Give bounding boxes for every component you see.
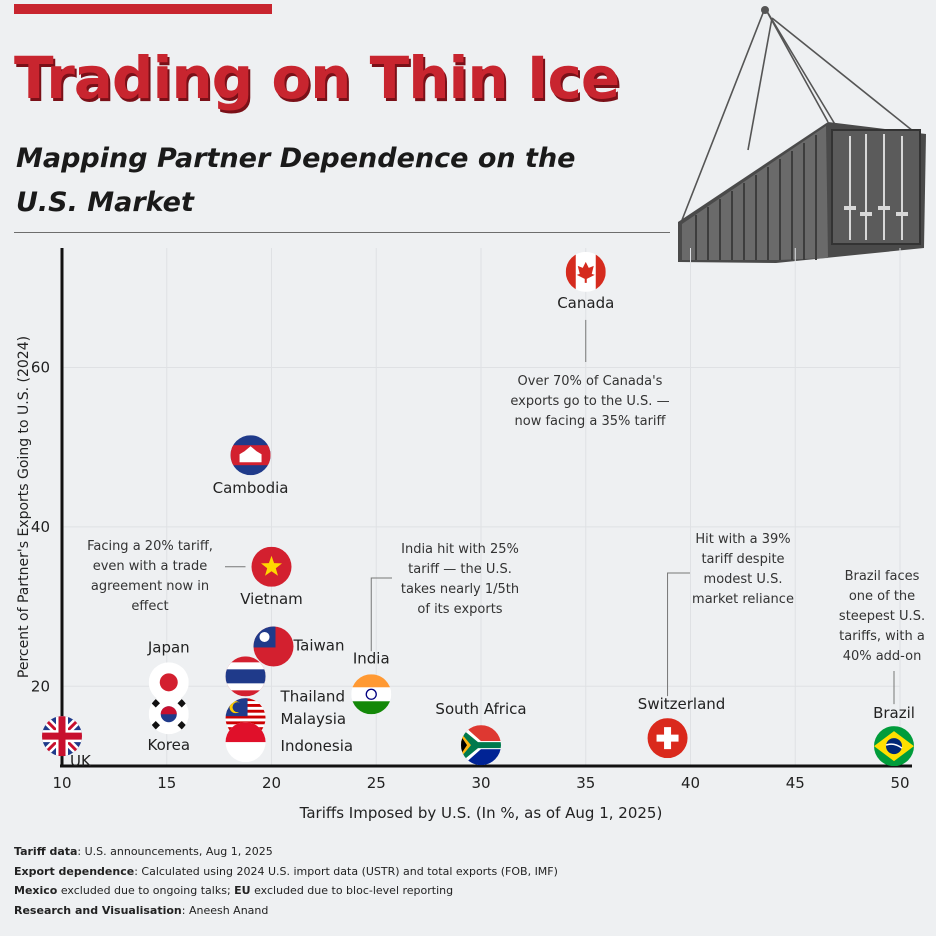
footer-credit: Research and Visualisation: Aneesh Anand	[14, 903, 269, 917]
annotation-text: agreement now in	[91, 579, 209, 594]
point-label: Thailand	[280, 687, 345, 705]
footer-export-note: Export dependence: Calculated using 2024…	[14, 864, 558, 878]
point-label: Vietnam	[240, 590, 303, 608]
thailand-flag-icon	[225, 656, 266, 697]
vietnam-flag-icon	[251, 546, 292, 587]
x-tick-label: 45	[786, 774, 805, 792]
scatter-chart: 10 15 20 25 30 35 40 45 50 20 40 60 Tariffs Imposed …	[16, 248, 925, 822]
x-tick-label: 50	[890, 774, 909, 792]
page-subtitle: Mapping Partner Dependence on the U.S. M…	[16, 137, 616, 225]
x-tick-label: 25	[367, 774, 386, 792]
x-tick-label: 40	[681, 774, 700, 792]
point-label: Taiwan	[293, 636, 345, 654]
annotation-text: modest U.S.	[704, 572, 783, 587]
x-tick-label: 35	[576, 774, 595, 792]
annotation-text: Facing a 20% tariff,	[87, 539, 213, 554]
uk-flag-icon	[42, 716, 82, 757]
footer-exclusion-note: Mexico excluded due to ongoing talks; EU…	[14, 884, 454, 897]
annotation-text: India hit with 25%	[401, 542, 519, 557]
annotation-text: tariff — the U.S.	[408, 562, 512, 577]
title-divider	[14, 232, 670, 233]
point-label: Malaysia	[281, 710, 347, 728]
x-tick-label: 15	[157, 774, 176, 792]
annotation-text: effect	[131, 599, 168, 614]
canada-flag-icon	[565, 251, 606, 292]
annotation-text: tariffs, with a	[839, 629, 925, 644]
annotation-text: Over 70% of Canada's	[518, 374, 663, 389]
y-tick-label: 20	[31, 677, 50, 695]
cambodia-flag-icon	[230, 435, 271, 476]
point-label: Canada	[557, 294, 614, 312]
point-label: Cambodia	[213, 479, 289, 497]
point-label: Indonesia	[281, 737, 354, 755]
annotation-text: even with a trade	[93, 559, 208, 574]
x-tick-label: 30	[471, 774, 490, 792]
annotation-text: now facing a 35% tariff	[515, 414, 667, 429]
annotation-text: of its exports	[417, 602, 502, 617]
annotation-text: one of the	[849, 589, 915, 604]
footer-tariff-note: Tariff data: U.S. announcements, Aug 1, …	[14, 845, 273, 858]
x-tick-label: 10	[52, 774, 71, 792]
y-tick-label: 60	[31, 359, 50, 377]
switzerland-flag-icon	[647, 718, 688, 759]
annotation-connector-india	[370, 577, 392, 652]
annotation-text: market reliance	[692, 592, 794, 607]
annotation-text: Brazil faces	[845, 569, 920, 584]
annotation-text: tariff despite	[701, 552, 784, 567]
annotation-connector-switzerland	[667, 572, 690, 697]
annotation-text: exports go to the U.S. —	[510, 394, 669, 409]
accent-bar	[14, 4, 272, 14]
page-title: Trading on Thin Ice	[14, 44, 620, 112]
point-label: South Africa	[435, 700, 526, 718]
annotation-text: 40% add-on	[843, 649, 922, 664]
point-label: Korea	[147, 736, 190, 754]
south-africa-flag-icon	[461, 725, 501, 766]
point-label: UK	[70, 752, 92, 770]
point-label: Brazil	[873, 704, 915, 722]
y-axis-title: Percent of Partner's Exports Going to U.…	[16, 336, 32, 678]
x-tick-label: 20	[262, 774, 281, 792]
taiwan-flag-icon	[253, 626, 294, 667]
point-label: Japan	[147, 638, 190, 656]
annotation-text: takes nearly 1/5th	[401, 582, 519, 597]
subtitle-line-2: U.S. Market	[16, 187, 194, 218]
point-label: Switzerland	[638, 695, 726, 713]
footer-notes: Tariff data: U.S. announcements, Aug 1, …	[14, 842, 714, 920]
annotation-text: Hit with a 39%	[695, 532, 790, 547]
y-tick-label: 40	[31, 518, 50, 536]
subtitle-line-1: Mapping Partner Dependence on the	[16, 143, 576, 174]
indonesia-flag-icon	[225, 722, 266, 763]
point-label: India	[353, 649, 390, 667]
x-axis-title: Tariffs Imposed by U.S. (In %, as of Aug…	[299, 804, 663, 822]
korea-flag-icon	[148, 694, 189, 735]
brazil-flag-icon	[874, 726, 914, 767]
annotation-text: steepest U.S.	[839, 609, 925, 624]
india-flag-icon	[351, 674, 392, 715]
shipping-container-icon	[678, 6, 926, 263]
